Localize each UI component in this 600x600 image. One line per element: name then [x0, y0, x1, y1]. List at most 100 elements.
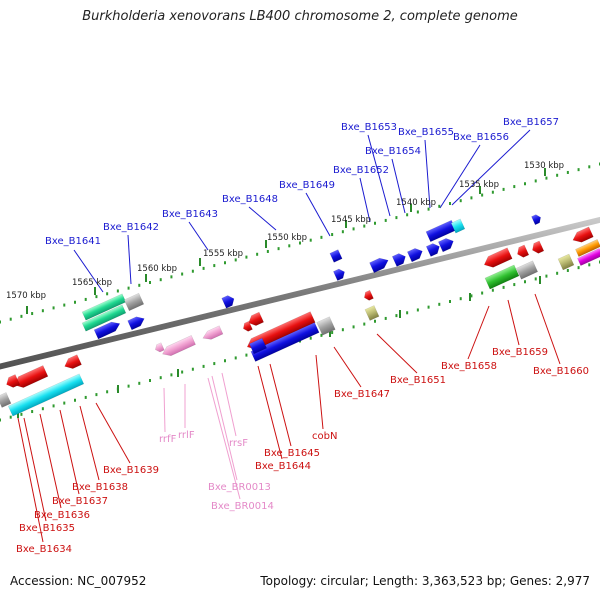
gene-red-arrow-tiny: [364, 289, 374, 301]
ruler-dot: [341, 328, 344, 332]
gene-blue-arrow-d: [333, 268, 345, 281]
ruler-dot: [116, 289, 119, 293]
ruler-dot: [491, 288, 494, 292]
ruler-dot: [0, 418, 1, 422]
ruler-dot: [320, 333, 323, 337]
ruler-dot: [20, 412, 23, 416]
ruler-dot: [449, 300, 451, 303]
ruler-dot: [95, 393, 98, 397]
leader-line: [59, 409, 80, 495]
ruler-dot: [309, 336, 312, 340]
ruler-dot: [245, 353, 248, 357]
gene-gray-box: [123, 292, 145, 312]
feature-label: Bxe_B1649: [279, 180, 335, 191]
ruler-dot: [491, 190, 494, 194]
ruler-dot: [502, 187, 505, 191]
map-title: Burkholderia xenovorans LB400 chromosome…: [82, 9, 518, 24]
leader-line: [248, 206, 277, 231]
ruler-dot: [159, 376, 162, 380]
ruler-dot: [277, 247, 280, 251]
ruler-dot: [577, 168, 580, 172]
ruler-dot: [52, 306, 55, 310]
gene-orange-box: [575, 239, 600, 257]
ruler-dot: [63, 303, 66, 307]
gene-blue-arrow-j: [531, 214, 541, 226]
ruler-dot: [224, 261, 226, 265]
leader-line: [451, 129, 531, 206]
feature-label: Bxe_BR0013: [208, 482, 271, 493]
leader-line: [315, 354, 324, 430]
ruler-dot: [588, 165, 591, 169]
leader-line: [188, 221, 209, 251]
kbp-tick-label: 1540 kbp: [396, 198, 436, 208]
leader-line: [269, 363, 292, 447]
feature-label: Bxe_B1648: [222, 194, 278, 205]
ruler-dot: [224, 359, 226, 363]
ruler-dot: [245, 255, 248, 259]
ruler-dot: [352, 227, 355, 231]
ruler-dot: [181, 272, 184, 276]
ruler-dot: [159, 278, 162, 282]
gene-red-arrow-right-c: [532, 240, 545, 254]
ruler-dot: [74, 398, 76, 402]
gene-red-arrow-small-b: [243, 320, 253, 332]
feature-label: Bxe_B1645: [264, 448, 320, 459]
feature-label: Bxe_B1641: [45, 236, 101, 247]
ruler-dot: [384, 218, 387, 222]
leader-line: [424, 139, 431, 209]
ruler-dot: [170, 373, 173, 377]
ruler-dot: [438, 204, 441, 208]
feature-label: Bxe_B1639: [103, 465, 159, 476]
ruler-dot: [191, 269, 194, 273]
kbp-tick-label: 1555 kbp: [203, 249, 243, 259]
gene-features: [0, 214, 600, 417]
gene-blue-arrow-e: [369, 257, 389, 274]
ruler-dot: [588, 263, 591, 267]
feature-label: Bxe_B1647: [334, 389, 390, 400]
gene-blue-arrow-f: [391, 253, 406, 267]
ruler-dot: [502, 285, 505, 289]
ruler-dot: [331, 331, 334, 335]
gene-red-arrow-small-a: [248, 311, 264, 326]
ruler-dot: [191, 367, 194, 371]
leader-line: [257, 365, 283, 460]
leader-line: [507, 299, 520, 346]
ruler-dot: [470, 294, 473, 298]
ruler-dot: [449, 202, 451, 205]
ruler-dot: [331, 233, 334, 237]
feature-label: Bxe_B1634: [16, 544, 72, 555]
leader-line: [391, 158, 406, 214]
leader-line: [367, 134, 391, 217]
gene-red-arrow-left-c: [64, 354, 82, 369]
gene-gray-box-2: [316, 316, 336, 336]
gene-red-arrow-right-a: [483, 247, 513, 268]
genome-summary-text: Topology: circular; Length: 3,363,523 bp…: [260, 574, 590, 588]
kbp-tick-label: 1535 kbp: [459, 180, 499, 190]
ruler-dot: [299, 241, 301, 245]
feature-label: Bxe_B1636: [34, 510, 90, 521]
leader-line: [439, 144, 481, 209]
ruler-dot: [31, 410, 34, 414]
gene-teal-box-2: [81, 304, 127, 332]
feature-label: Bxe_B1644: [255, 461, 311, 472]
kbp-tick-label: 1530 kbp: [524, 161, 564, 171]
ruler-dot: [363, 224, 366, 228]
ruler-dot: [566, 268, 569, 272]
ruler-dot: [266, 249, 269, 253]
ruler-dot: [9, 317, 12, 321]
accession-text: Accession: NC_007952: [10, 574, 147, 588]
leader-line: [333, 346, 362, 388]
ruler-dot: [545, 274, 548, 278]
ruler-dot: [395, 216, 398, 220]
feature-label: Bxe_B1660: [533, 366, 589, 377]
feature-labels: 1570 kbp 1565 kbp 1560 kbp 1555 kbp 1550 kbp…: [6, 117, 589, 555]
chromosome-backbone: [0, 216, 600, 370]
ruler-dot: [41, 309, 44, 313]
ruler-dot: [9, 415, 12, 419]
ruler-dot: [138, 283, 141, 287]
feature-label: Bxe_B1653: [341, 122, 397, 133]
ruler-dot: [524, 182, 526, 186]
ruler-dot: [416, 308, 419, 312]
ruler-dot: [31, 312, 34, 316]
feature-label: Bxe_B1637: [52, 496, 108, 507]
